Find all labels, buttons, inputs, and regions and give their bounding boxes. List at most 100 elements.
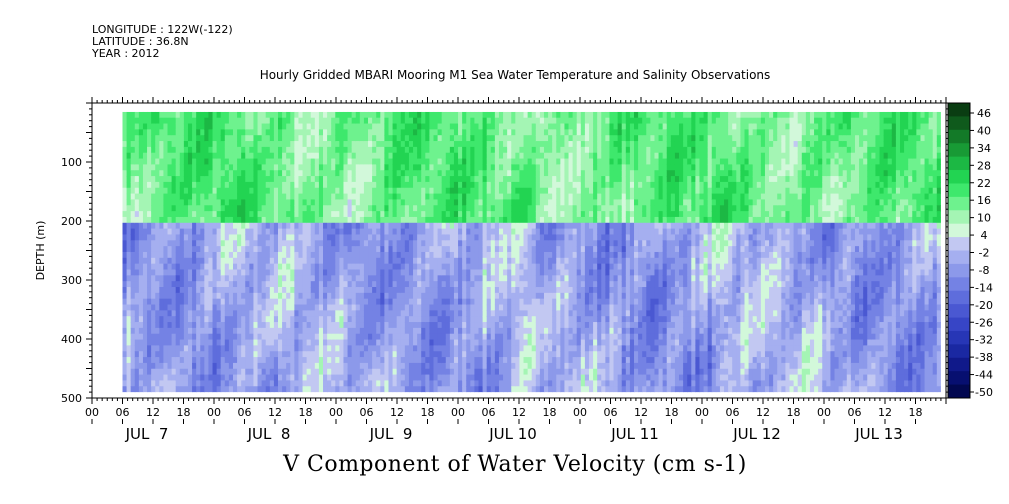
heatmap-cell [163, 117, 169, 125]
heatmap-cell [527, 298, 533, 306]
heatmap-cell [228, 211, 234, 218]
heatmap-cell [507, 187, 512, 195]
heatmap-cell [265, 141, 271, 148]
heatmap-cell [351, 275, 357, 282]
heatmap-cell [232, 380, 238, 387]
heatmap-cell [163, 374, 169, 382]
heatmap-cell [449, 187, 455, 195]
heatmap-cell [535, 240, 541, 247]
heatmap-cell [171, 351, 177, 358]
heatmap-cell [462, 269, 467, 276]
heatmap-cell [355, 257, 361, 265]
heatmap-cell [318, 257, 324, 265]
heatmap-cell [507, 129, 512, 136]
heatmap-cell [478, 222, 484, 230]
heatmap-cell [175, 129, 181, 136]
heatmap-cell [384, 345, 390, 352]
heatmap-cell [122, 374, 128, 382]
heatmap-cell [306, 380, 312, 387]
heatmap-cell [151, 362, 156, 370]
heatmap-cell [323, 310, 328, 317]
heatmap-cell [142, 181, 148, 189]
heatmap-cell [507, 117, 512, 125]
heatmap-cell [359, 211, 365, 218]
heatmap-cell [302, 304, 308, 311]
heatmap-cell [478, 327, 484, 335]
heatmap-cell [417, 123, 422, 130]
heatmap-cell [372, 380, 377, 387]
heatmap-cell [503, 111, 508, 119]
heatmap-cell [327, 193, 332, 201]
heatmap-cell [441, 287, 447, 294]
heatmap-cell [159, 374, 165, 382]
heatmap-cell [327, 181, 332, 189]
heatmap-cell [126, 129, 132, 136]
heatmap-cell [453, 251, 459, 259]
heatmap-cell [314, 181, 320, 189]
heatmap-cell [515, 386, 521, 393]
heatmap-cell [130, 152, 136, 160]
heatmap-cell [237, 263, 242, 271]
heatmap-cell [155, 129, 160, 136]
heatmap-cell [359, 123, 365, 130]
heatmap-cell [167, 292, 173, 300]
heatmap-cell [138, 269, 144, 276]
heatmap-cell [269, 211, 275, 218]
heatmap-cell [151, 304, 156, 311]
heatmap-cell [151, 292, 156, 300]
heatmap-cell [527, 211, 533, 218]
heatmap-cell [351, 257, 357, 265]
heatmap-cell [519, 123, 525, 130]
heatmap-cell [421, 240, 426, 247]
heatmap-cell [200, 310, 205, 317]
heatmap-cell [543, 368, 549, 376]
heatmap-cell [417, 135, 422, 142]
heatmap-cell [507, 298, 512, 306]
heatmap-cell [368, 357, 373, 364]
heatmap-cell [531, 339, 537, 346]
heatmap-cell [429, 164, 435, 171]
heatmap-cell [310, 316, 316, 323]
heatmap-cell [323, 193, 328, 201]
heatmap-cell [470, 257, 476, 265]
heatmap-cell [208, 211, 214, 218]
heatmap-cell [372, 146, 377, 154]
heatmap-cell [147, 251, 152, 259]
heatmap-cell [408, 251, 414, 259]
heatmap-cell [192, 129, 197, 136]
heatmap-cell [543, 263, 549, 271]
heatmap-cell [175, 211, 181, 218]
heatmap-cell [470, 234, 476, 241]
heatmap-cell [482, 199, 488, 206]
heatmap-cell [228, 222, 234, 230]
heatmap-cell [151, 176, 156, 183]
heatmap-cell [147, 263, 152, 271]
heatmap-cell [433, 327, 439, 335]
heatmap-cell [535, 322, 541, 329]
heatmap-cell [249, 117, 255, 125]
heatmap-cell [327, 123, 332, 130]
heatmap-cell [384, 158, 390, 165]
heatmap-cell [200, 304, 205, 311]
heatmap-cell [339, 380, 345, 387]
heatmap-cell [421, 193, 426, 201]
heatmap-cell [163, 263, 169, 271]
heatmap-cell [142, 287, 148, 294]
heatmap-cell [314, 117, 320, 125]
heatmap-cell [232, 374, 238, 382]
heatmap-cell [351, 170, 357, 177]
heatmap-cell [351, 181, 357, 189]
heatmap-cell [155, 141, 160, 148]
heatmap-cell [269, 181, 275, 189]
heatmap-cell [212, 216, 218, 224]
heatmap-cell [449, 357, 455, 364]
heatmap-cell [175, 170, 181, 177]
heatmap-cell [138, 129, 144, 136]
heatmap-cell [527, 146, 533, 154]
heatmap-cell [404, 176, 410, 183]
heatmap-cell [458, 339, 463, 346]
heatmap-cell [290, 152, 295, 160]
heatmap-cell [429, 176, 435, 183]
heatmap-cell [253, 287, 259, 294]
heatmap-cell [253, 304, 259, 311]
